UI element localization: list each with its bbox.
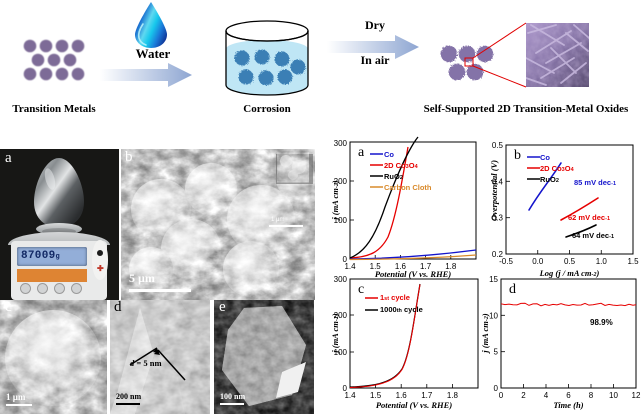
svg-text:6: 6 [566, 391, 571, 400]
svg-text:0: 0 [343, 384, 348, 393]
svg-text:2: 2 [521, 391, 526, 400]
svg-text:1.0: 1.0 [596, 257, 608, 266]
svg-text:300: 300 [334, 139, 348, 148]
svg-text:0.5: 0.5 [564, 257, 576, 266]
svg-text:0: 0 [494, 384, 499, 393]
svg-text:0: 0 [343, 255, 348, 264]
svg-text:4: 4 [544, 391, 549, 400]
svg-text:1.5: 1.5 [627, 257, 639, 266]
svg-text:1.7: 1.7 [421, 391, 433, 400]
svg-text:1.5: 1.5 [370, 391, 382, 400]
svg-text:5: 5 [494, 348, 499, 357]
svg-text:8: 8 [589, 391, 594, 400]
svg-text:0.0: 0.0 [532, 257, 544, 266]
svg-text:1.8: 1.8 [447, 391, 459, 400]
svg-text:12: 12 [632, 391, 641, 400]
svg-text:0: 0 [499, 391, 504, 400]
svg-text:10: 10 [489, 311, 498, 320]
svg-text:0.2: 0.2 [492, 250, 504, 259]
svg-text:300: 300 [334, 275, 348, 284]
svg-text:10: 10 [609, 391, 618, 400]
svg-text:15: 15 [489, 275, 498, 284]
svg-text:1.6: 1.6 [396, 391, 408, 400]
